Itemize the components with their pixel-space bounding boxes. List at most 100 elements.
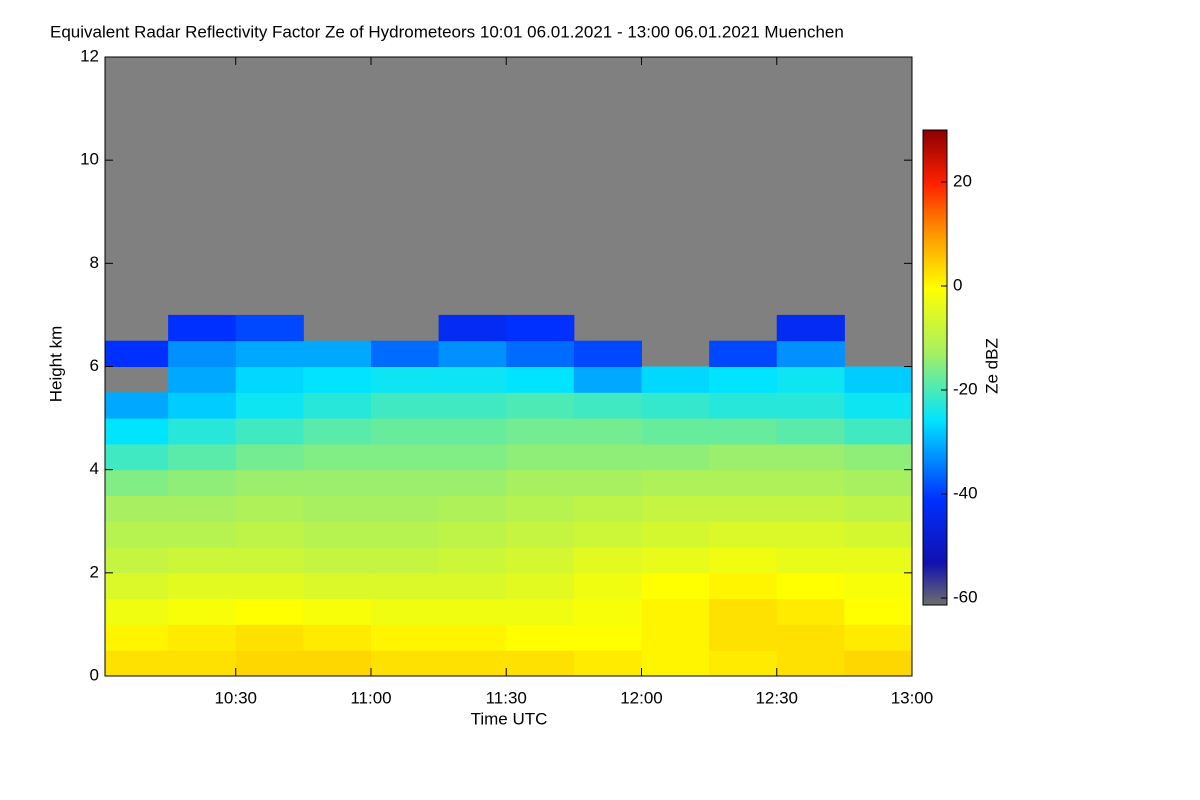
y-tick-label: 0 bbox=[90, 665, 99, 684]
heat-cell bbox=[370, 572, 440, 600]
heat-cell bbox=[370, 443, 440, 471]
heat-cell bbox=[235, 624, 304, 651]
heat-cell bbox=[776, 572, 845, 600]
heat-cell bbox=[641, 598, 710, 625]
heat-cell bbox=[641, 418, 710, 445]
heat-cell bbox=[303, 392, 372, 419]
heat-cell bbox=[105, 495, 169, 522]
heat-cell bbox=[438, 392, 507, 419]
heat-cell bbox=[168, 392, 237, 419]
x-tick-label: 12:00 bbox=[620, 688, 663, 707]
heat-cell bbox=[168, 521, 237, 548]
heat-cell bbox=[776, 469, 845, 496]
heat-cell bbox=[438, 572, 507, 600]
heat-cell bbox=[709, 650, 778, 677]
y-tick-label: 6 bbox=[90, 356, 99, 375]
heat-cell bbox=[438, 418, 507, 445]
heat-cell bbox=[438, 624, 507, 651]
heat-cell bbox=[438, 650, 507, 677]
heat-cell bbox=[641, 366, 710, 393]
heat-cell bbox=[438, 598, 507, 625]
heat-cell bbox=[506, 547, 575, 574]
heat-cell bbox=[235, 469, 304, 496]
heat-cell bbox=[168, 547, 237, 574]
colorbar-tick-label: -40 bbox=[953, 483, 978, 502]
colorbar bbox=[922, 129, 948, 606]
x-tick-label: 11:30 bbox=[486, 688, 527, 707]
x-tick-label: 10:30 bbox=[214, 688, 257, 707]
heat-cell bbox=[303, 340, 372, 367]
y-axis-label: Height km bbox=[46, 326, 65, 403]
x-tick-label: 12:30 bbox=[755, 688, 798, 707]
heat-cell bbox=[776, 366, 845, 393]
heat-cell bbox=[776, 521, 845, 548]
heat-cell bbox=[573, 650, 642, 677]
heat-cell bbox=[105, 547, 169, 574]
heat-cell bbox=[573, 598, 642, 625]
heat-cell bbox=[105, 443, 169, 471]
heat-cell bbox=[105, 598, 169, 625]
heat-cell bbox=[573, 392, 642, 419]
heat-cell bbox=[105, 469, 169, 496]
heat-cell bbox=[303, 443, 372, 471]
y-tick-label: 12 bbox=[80, 46, 99, 65]
heat-cell bbox=[168, 340, 237, 367]
heat-cell bbox=[776, 624, 845, 651]
heat-cell bbox=[303, 366, 372, 393]
heat-cell bbox=[709, 624, 778, 651]
heat-cell bbox=[235, 314, 304, 342]
heat-cell bbox=[506, 340, 575, 367]
heat-cell bbox=[844, 547, 913, 574]
heat-cell bbox=[709, 366, 778, 393]
heat-cell bbox=[438, 469, 507, 496]
heat-cell bbox=[105, 624, 169, 651]
heat-cell bbox=[573, 340, 642, 367]
heat-cell bbox=[235, 572, 304, 600]
heat-cell bbox=[506, 650, 575, 677]
heat-cell bbox=[168, 650, 237, 677]
heat-cell bbox=[438, 443, 507, 471]
colorbar-label: Ze dBZ bbox=[982, 338, 1001, 394]
colorbar-tick-label: 20 bbox=[953, 171, 972, 190]
heat-cell bbox=[105, 340, 169, 367]
heat-cell bbox=[370, 624, 440, 651]
heat-cell bbox=[105, 392, 169, 419]
heat-cell bbox=[370, 418, 440, 445]
heat-cell bbox=[709, 418, 778, 445]
heat-cell bbox=[709, 495, 778, 522]
heat-cell bbox=[303, 572, 372, 600]
heat-cell bbox=[844, 469, 913, 496]
heat-cell bbox=[641, 624, 710, 651]
heat-cell bbox=[303, 547, 372, 574]
heat-cell bbox=[168, 443, 237, 471]
heat-cell bbox=[709, 521, 778, 548]
heat-cell bbox=[776, 392, 845, 419]
heat-cell bbox=[776, 340, 845, 367]
heat-cell bbox=[370, 366, 440, 393]
heat-cell bbox=[235, 418, 304, 445]
heat-cell bbox=[641, 392, 710, 419]
heat-cell bbox=[235, 598, 304, 625]
heat-cell bbox=[105, 418, 169, 445]
heat-cell bbox=[370, 598, 440, 625]
heat-cell bbox=[506, 392, 575, 419]
heat-cell bbox=[438, 521, 507, 548]
heat-cell bbox=[303, 650, 372, 677]
heat-cell bbox=[641, 521, 710, 548]
heat-cell bbox=[573, 469, 642, 496]
heat-cell bbox=[844, 366, 913, 393]
heat-cell bbox=[506, 314, 575, 342]
heat-cell bbox=[370, 521, 440, 548]
heat-cell bbox=[370, 340, 440, 367]
heat-cell bbox=[573, 366, 642, 393]
heat-cell bbox=[506, 418, 575, 445]
heat-cell bbox=[235, 650, 304, 677]
heat-cell bbox=[438, 547, 507, 574]
heat-cell bbox=[235, 521, 304, 548]
heat-cell bbox=[506, 572, 575, 600]
y-tick-label: 10 bbox=[80, 150, 99, 169]
heat-cell bbox=[370, 392, 440, 419]
heat-cell bbox=[168, 624, 237, 651]
heat-cell bbox=[844, 392, 913, 419]
heat-cell bbox=[709, 340, 778, 367]
